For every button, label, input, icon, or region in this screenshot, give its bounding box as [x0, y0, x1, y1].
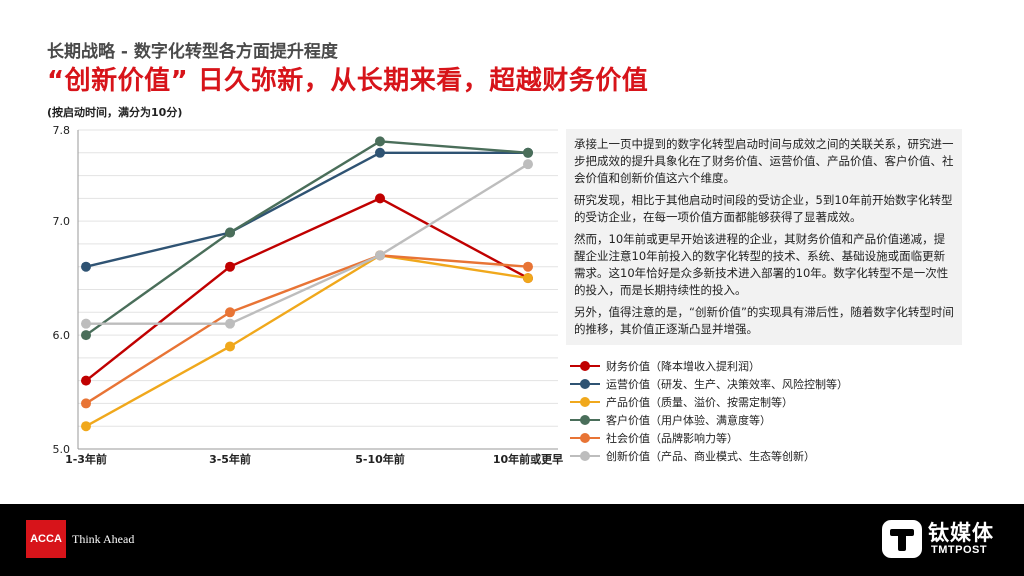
subtitle: 长期战略 - 数字化转型各方面提升程度: [47, 42, 338, 62]
y-tick-label: 6.0: [53, 329, 71, 342]
x-tick-label: 3-5年前: [209, 452, 251, 466]
commentary-paragraph-1: 承接上一页中提到的数字化转型启动时间与成效之间的关联关系，研究进一步把成效的提升…: [574, 137, 954, 185]
data-point: [225, 227, 235, 238]
y-tick-label: 5.0: [53, 443, 71, 456]
legend-swatch: [570, 450, 600, 462]
legend-label: 运营价值（研发、生产、决策效率、风险控制等）: [606, 378, 848, 391]
data-point: [225, 307, 235, 318]
legend-item-customer: 客户价值（用户体验、满意度等）: [570, 411, 848, 429]
x-tick-label: 5-10年前: [355, 452, 405, 466]
data-point: [225, 318, 235, 329]
acca-tagline: Think Ahead: [72, 532, 135, 546]
tmtpost-logo-en: TMTPOST: [931, 544, 988, 556]
series-line-1: [85, 151, 528, 268]
chart-legend: 财务价值（降本增收入提利润） 运营价值（研发、生产、决策效率、风险控制等） 产品…: [570, 357, 848, 465]
legend-swatch: [570, 360, 600, 372]
legend-label: 客户价值（用户体验、满意度等）: [606, 414, 771, 427]
data-point: [523, 159, 533, 170]
legend-item-operations: 运营价值（研发、生产、决策效率、风险控制等）: [570, 375, 848, 393]
data-point: [375, 250, 385, 261]
data-point: [81, 421, 91, 432]
data-point: [375, 193, 385, 204]
series-line-5: [86, 163, 529, 325]
page-title: “创新价值” 日久弥新，从长期来看，超越财务价值: [47, 66, 649, 96]
data-point: [523, 273, 533, 284]
legend-label: 社会价值（品牌影响力等）: [606, 432, 738, 445]
data-point: [523, 261, 533, 272]
acca-logo: ACCA: [26, 520, 66, 558]
x-tick-label: 1-3年前: [65, 452, 107, 466]
tmtpost-logo-icon: [882, 520, 922, 558]
legend-label: 财务价值（降本增收入提利润）: [606, 360, 760, 373]
data-point: [225, 261, 235, 272]
legend-label: 创新价值（产品、商业模式、生态等创新）: [606, 450, 815, 463]
commentary-paragraph-3: 然而，10年前或更早开始该进程的企业，其财务价值和产品价值递减，提醒企业注意10…: [574, 232, 949, 297]
data-point: [375, 136, 385, 147]
line-chart: 5.0 6.0 7.0 7.8 1-3年前 3-5年前 5-10年前 10年前或更早: [53, 124, 564, 466]
legend-swatch: [570, 414, 600, 426]
footer-bar: [0, 504, 1024, 576]
legend-item-innovation: 创新价值（产品、商业模式、生态等创新）: [570, 447, 848, 465]
data-point: [81, 398, 91, 409]
y-tick-label: 7.8: [53, 124, 71, 137]
data-point: [81, 261, 91, 272]
commentary-box: 承接上一页中提到的数字化转型启动时间与成效之间的关联关系，研究进一步把成效的提升…: [566, 129, 962, 345]
legend-item-financial: 财务价值（降本增收入提利润）: [570, 357, 848, 375]
legend-swatch: [570, 432, 600, 444]
series-line-3: [85, 140, 529, 337]
tmtpost-logo-text: 钛媒体: [928, 521, 994, 545]
commentary-paragraph-4: 另外，值得注意的是，“创新价值”的实现具有滞后性，随着数字化转型时间的推移，其价…: [574, 305, 954, 336]
legend-label: 产品价值（质量、溢价、按需定制等）: [606, 396, 793, 409]
chart-scale-note: (按启动时间，满分为10分): [47, 106, 183, 119]
data-point: [523, 147, 533, 158]
data-point: [81, 375, 91, 386]
legend-swatch: [570, 396, 600, 408]
data-point: [81, 330, 91, 341]
series-line-2: [85, 254, 529, 428]
x-tick-label: 10年前或更早: [493, 452, 563, 466]
commentary-paragraph-2: 研究发现，相比于其他启动时间段的受访企业，5到10年前开始数字化转型的受访企业，…: [574, 193, 953, 224]
y-tick-label: 7.0: [53, 215, 71, 228]
series-line-4: [85, 254, 529, 405]
legend-item-social: 社会价值（品牌影响力等）: [570, 429, 848, 447]
data-point: [81, 318, 91, 329]
data-point: [375, 147, 385, 158]
legend-item-product: 产品价值（质量、溢价、按需定制等）: [570, 393, 848, 411]
legend-swatch: [570, 378, 600, 390]
data-point: [225, 341, 235, 352]
